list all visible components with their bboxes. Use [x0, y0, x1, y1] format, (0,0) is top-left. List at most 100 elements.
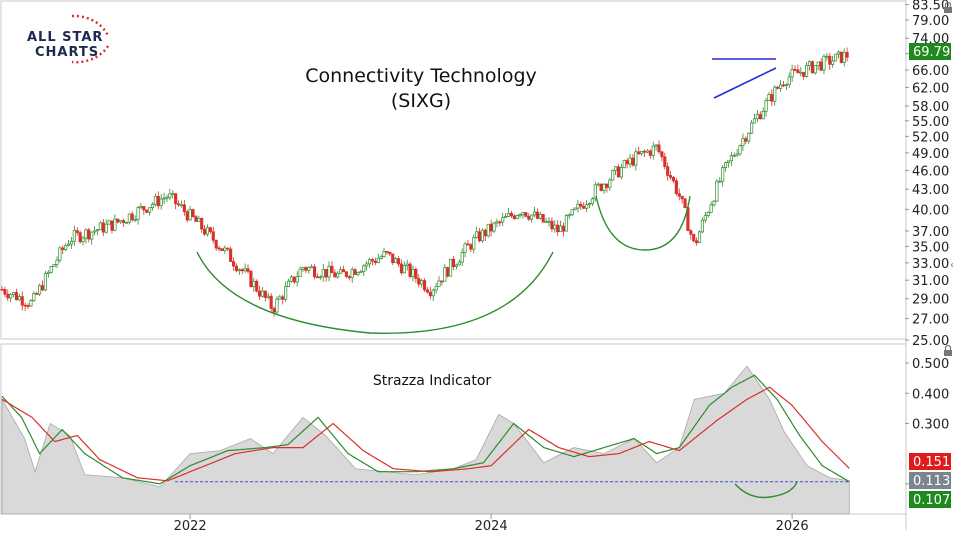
candle-body	[310, 266, 314, 269]
candle-body	[286, 280, 291, 288]
candle-body	[359, 271, 363, 273]
candle-body	[324, 268, 328, 278]
candle-body	[732, 154, 736, 157]
candle-body	[162, 197, 166, 200]
candle-body	[133, 219, 137, 221]
candle-body	[72, 230, 76, 242]
candle-body	[828, 55, 832, 65]
price-tick-label: 49.00	[912, 147, 949, 162]
candle-body	[738, 145, 742, 155]
candle-body	[9, 294, 13, 299]
candle-body	[645, 150, 649, 153]
candle-body	[52, 264, 56, 267]
candle-body	[284, 286, 288, 300]
price-tick-label: 79.00	[912, 14, 949, 29]
candle-body	[191, 209, 195, 218]
candle-body	[755, 114, 759, 120]
candle-body	[243, 268, 247, 272]
candle-body	[231, 261, 236, 267]
candle-body	[399, 263, 403, 274]
price-tick-label: 31.00	[912, 274, 949, 289]
candle-body	[718, 180, 722, 183]
candle-body	[336, 272, 340, 278]
candle-body	[576, 203, 580, 209]
candle-body	[512, 215, 516, 219]
candle-body	[434, 286, 438, 291]
candle-body	[674, 180, 678, 194]
indicator-red-tag	[909, 453, 951, 470]
candle-body	[87, 229, 91, 240]
candle-body	[767, 94, 771, 101]
candle-body	[150, 203, 155, 209]
candle-body	[477, 231, 482, 242]
price-tick-label: 40.00	[912, 203, 949, 218]
candle-body	[145, 209, 149, 213]
candle-body	[622, 160, 626, 168]
lock-icon[interactable]	[944, 1, 952, 14]
candle-body	[579, 203, 583, 207]
candle-body	[95, 229, 100, 232]
candle-body	[816, 61, 820, 66]
candle-body	[405, 263, 409, 266]
candle-body	[703, 215, 707, 221]
candle-body	[509, 212, 513, 217]
rounding-bottom-arc-small	[595, 195, 691, 251]
candle-body	[49, 266, 53, 273]
candle-body	[663, 156, 667, 167]
candle-body	[527, 216, 531, 220]
candle-body	[315, 276, 320, 279]
collapse-arrow-icon[interactable]: ‹	[950, 260, 954, 271]
candle-body	[327, 265, 331, 278]
candle-body	[333, 272, 337, 278]
candle-body	[582, 205, 586, 209]
candle-body	[689, 230, 693, 235]
indicator-lines	[1, 374, 850, 485]
candlestick-series	[0, 47, 849, 317]
candle-body	[547, 220, 551, 223]
candle-body	[116, 218, 120, 223]
candle-body	[596, 183, 600, 186]
candle-body	[648, 150, 652, 156]
candle-body	[506, 212, 511, 217]
candle-body	[802, 71, 806, 77]
candle-body	[593, 184, 597, 200]
candle-body	[278, 296, 282, 300]
indicator-area	[1, 365, 850, 515]
candle-body	[721, 167, 725, 182]
candle-body	[831, 60, 835, 65]
candle-body	[75, 230, 79, 233]
indicator-tick-label: 0.400	[912, 387, 949, 402]
candle-body	[0, 288, 4, 291]
candle-body	[197, 218, 201, 222]
indicator-tick-label: 0.300	[912, 417, 949, 432]
candle-body	[330, 265, 334, 274]
candle-body	[29, 300, 33, 307]
candle-body	[46, 271, 50, 274]
candle-body	[252, 280, 256, 288]
indicator-lock-icon[interactable]	[944, 344, 952, 357]
candle-body	[677, 193, 681, 197]
candle-body	[110, 220, 114, 231]
candle-body	[17, 296, 21, 301]
candle-body	[208, 227, 212, 233]
candle-body	[741, 138, 745, 146]
candle-body	[347, 276, 351, 279]
candle-body	[6, 293, 10, 299]
candle-body	[188, 209, 192, 221]
indicator-gray-tag	[909, 472, 951, 489]
candle-body	[379, 256, 383, 259]
candle-body	[43, 273, 47, 291]
candle-body	[217, 247, 221, 250]
candle-body	[776, 86, 780, 89]
indicator-bottom-arc	[734, 481, 798, 499]
candle-body	[417, 278, 421, 285]
candle-body	[532, 211, 537, 216]
candle-body	[313, 266, 317, 278]
candle-body	[394, 258, 398, 263]
candle-body	[255, 280, 259, 292]
candle-body	[585, 204, 589, 209]
candle-body	[567, 214, 571, 217]
price-tick-label: 33.00	[912, 257, 949, 272]
candle-body	[556, 224, 560, 233]
candle-body	[64, 245, 68, 250]
